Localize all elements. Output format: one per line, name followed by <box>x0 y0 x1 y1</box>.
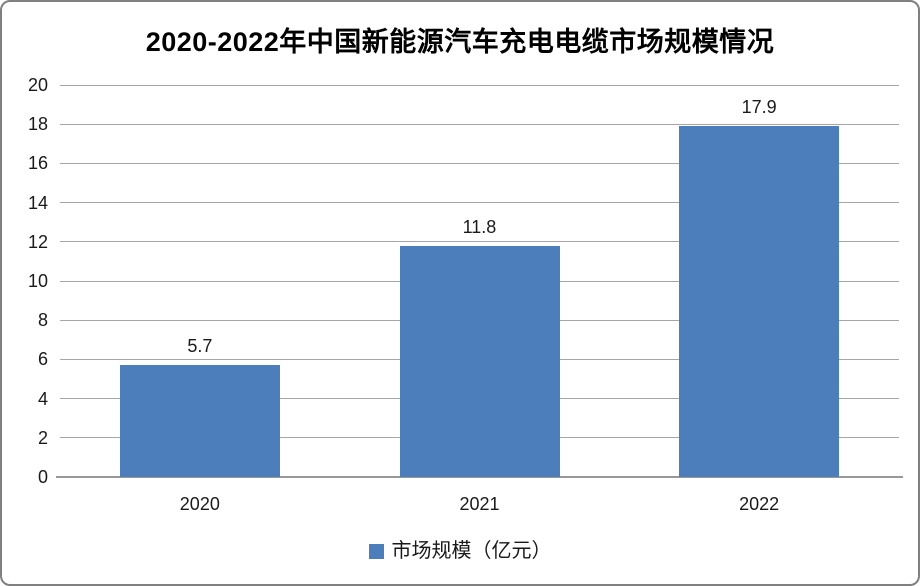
value-label: 17.9 <box>741 97 777 118</box>
bar-2020 <box>119 365 280 477</box>
gridline <box>60 84 899 86</box>
y-tick-label: 12 <box>27 231 48 252</box>
y-tick-label: 10 <box>27 271 48 291</box>
bar-2021 <box>399 245 560 477</box>
bar-2022 <box>679 126 840 477</box>
x-axis-line <box>56 476 903 478</box>
gridline <box>60 202 899 204</box>
gridline <box>60 241 899 243</box>
x-tick-label: 2021 <box>459 494 500 514</box>
legend-swatch-icon <box>368 543 384 559</box>
gridline <box>60 123 899 125</box>
y-tick-label: 6 <box>37 349 48 370</box>
y-tick-label: 8 <box>37 310 48 331</box>
x-tick-label: 2022 <box>739 494 780 514</box>
y-tick-label: 4 <box>37 388 48 409</box>
x-tick-label: 2020 <box>179 494 220 514</box>
chart-title: 2020-2022年中国新能源汽车充电电缆市场规模情况 <box>145 27 775 57</box>
y-tick-label: 2 <box>37 427 48 448</box>
value-label: 11.8 <box>462 216 497 237</box>
legend-label: 市场规模（亿元） <box>391 540 552 562</box>
y-tick-label: 0 <box>37 467 48 487</box>
y-tick-label: 14 <box>27 192 48 213</box>
y-tick-label: 16 <box>27 153 48 174</box>
value-label: 5.7 <box>187 336 213 357</box>
y-tick-label: 18 <box>27 114 48 135</box>
gridline <box>60 162 899 164</box>
legend: 市场规模（亿元） <box>2 540 918 562</box>
y-tick-label: 20 <box>27 75 48 95</box>
